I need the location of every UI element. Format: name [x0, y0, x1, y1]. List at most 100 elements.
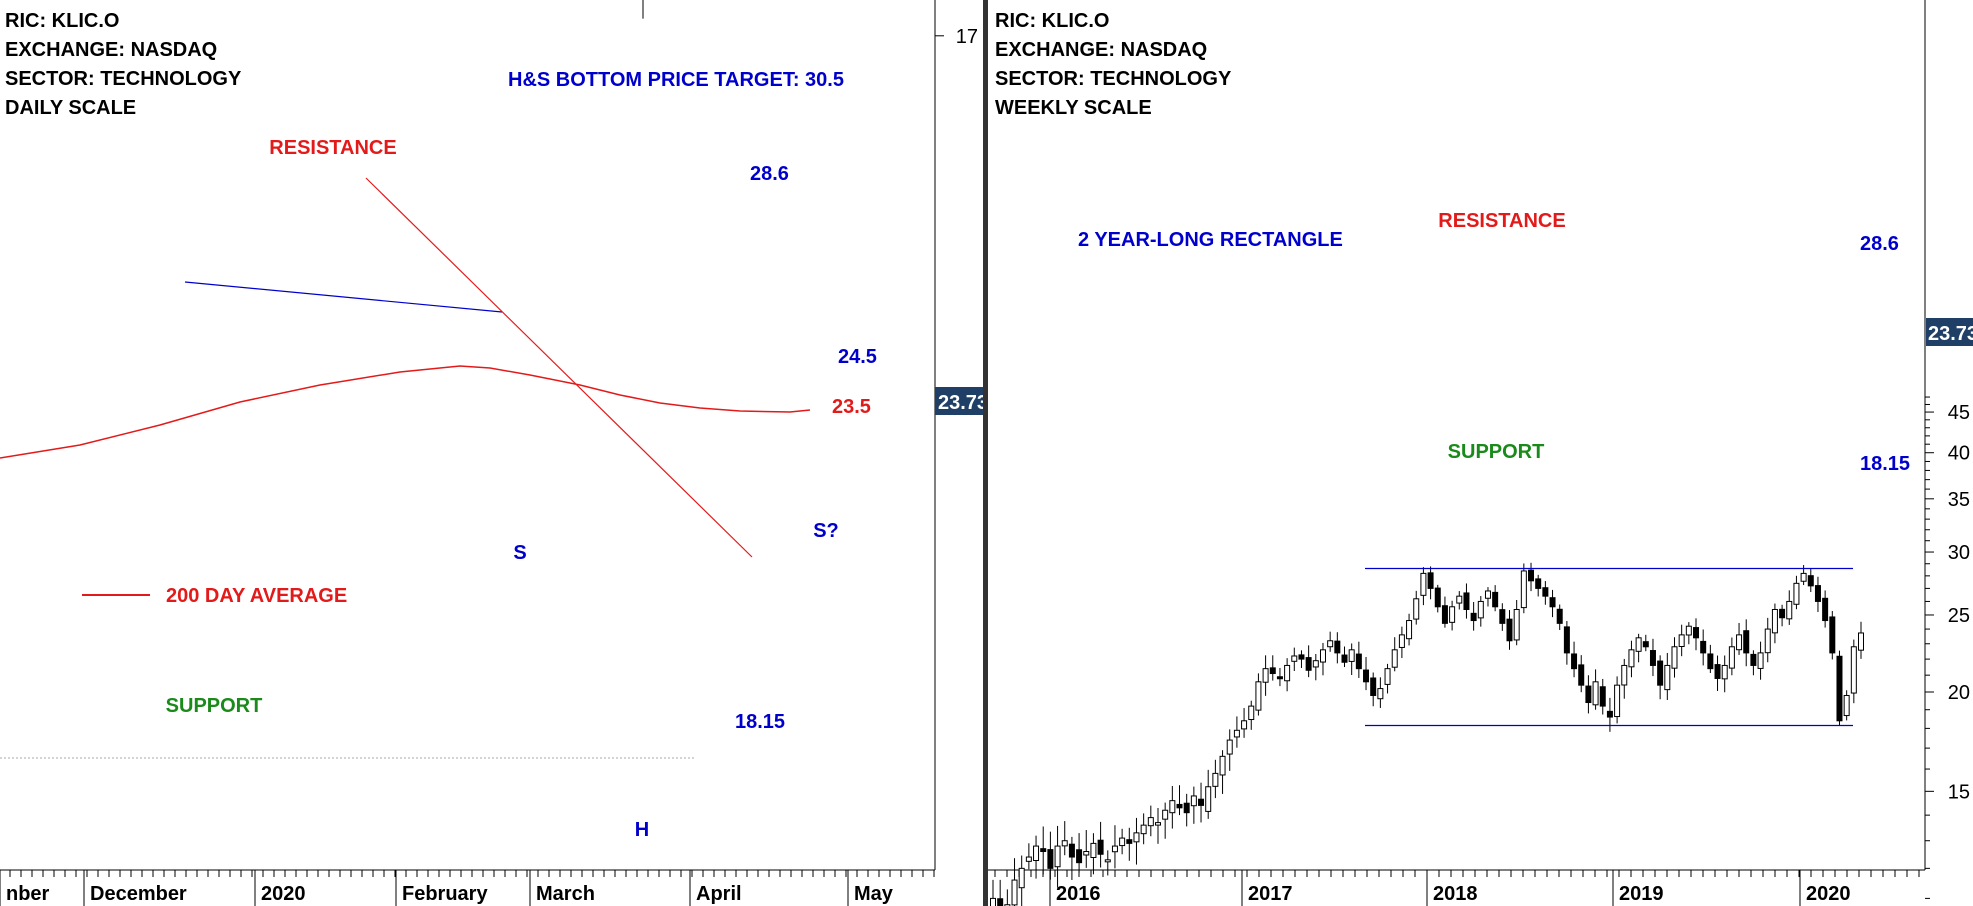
candle — [1736, 622, 1743, 655]
time-axis-label: April — [696, 883, 742, 905]
candle-body — [1678, 634, 1685, 647]
candle-body — [1334, 640, 1341, 654]
candle — [1233, 716, 1240, 748]
candle-body — [1083, 851, 1090, 856]
candle — [1111, 825, 1118, 869]
candle — [1449, 600, 1456, 631]
candle — [1657, 655, 1664, 700]
price-tick-label: 20 — [1948, 682, 1970, 704]
candle — [1334, 632, 1341, 664]
price-tick-label: 30 — [1948, 542, 1970, 564]
candle-body — [1111, 845, 1118, 853]
candle-body — [1750, 653, 1757, 666]
candle — [1262, 655, 1269, 696]
candle — [1671, 637, 1678, 678]
time-axis-label: 2019 — [1619, 883, 1664, 905]
candle — [1771, 603, 1778, 644]
candle — [1090, 833, 1097, 875]
candle — [1363, 656, 1370, 691]
candle — [1850, 639, 1857, 704]
candle — [1212, 759, 1219, 799]
candle — [1298, 650, 1305, 668]
candle — [997, 879, 1004, 906]
support-value-label: 18.15 — [735, 711, 785, 733]
candle-body — [1814, 585, 1821, 602]
candle-body — [1535, 578, 1542, 589]
candle — [1133, 817, 1140, 865]
candle-body — [1829, 616, 1836, 654]
candle-body — [1348, 649, 1355, 662]
candle-body — [1104, 859, 1111, 863]
candle-body — [1140, 824, 1147, 835]
candle-body — [1284, 664, 1291, 682]
candle — [1083, 830, 1090, 868]
candle-body — [1456, 595, 1463, 604]
candle-body — [1628, 649, 1635, 668]
candle — [1721, 655, 1728, 693]
candle — [1829, 610, 1836, 660]
candle — [1836, 650, 1843, 726]
candle-body — [1169, 800, 1176, 814]
candle-body — [1736, 634, 1743, 651]
candle-body — [1370, 677, 1377, 696]
candle-body — [1585, 685, 1592, 704]
candle-body — [1391, 649, 1398, 668]
candle — [1068, 836, 1075, 880]
candle-body — [1822, 597, 1829, 622]
candle-body — [1492, 591, 1499, 608]
candle-body — [1434, 587, 1441, 608]
info-line: RIC: KLIC.O — [995, 10, 1109, 32]
candle — [1377, 677, 1384, 708]
time-axis-label: 2020 — [1806, 883, 1851, 905]
candle-body — [1255, 681, 1262, 711]
candle — [1571, 641, 1578, 678]
candle — [1635, 633, 1642, 663]
candle-body — [1097, 839, 1104, 855]
candle-body — [1011, 879, 1018, 906]
support-label: SUPPORT — [166, 695, 263, 717]
candle — [1492, 585, 1499, 612]
candle — [1097, 821, 1104, 868]
candle-body — [1671, 646, 1678, 669]
candle — [1685, 622, 1692, 645]
candle — [1757, 641, 1764, 680]
candle — [1269, 655, 1276, 681]
candle-body — [1241, 720, 1248, 730]
candle — [1642, 634, 1649, 652]
time-axis-label: 2020 — [261, 883, 306, 905]
candle-body — [1743, 630, 1750, 654]
candle — [1226, 729, 1233, 771]
candle — [1033, 835, 1040, 879]
candle — [1822, 590, 1829, 628]
candle — [1578, 655, 1585, 693]
candle — [1858, 621, 1864, 659]
candle-body — [1298, 654, 1305, 660]
candle-body — [1226, 739, 1233, 755]
candle — [1319, 642, 1326, 676]
price-tick-label: 40 — [1948, 443, 1970, 465]
candle-body — [1262, 668, 1269, 683]
support-value-label: 18.15 — [1860, 453, 1910, 475]
neckline-value-label: 24.5 — [838, 346, 877, 368]
candle-body — [1183, 802, 1190, 814]
candle — [1054, 825, 1061, 888]
candle-body — [1800, 572, 1807, 582]
candle-body — [1068, 843, 1075, 858]
candle-body — [990, 897, 996, 906]
candle — [1542, 581, 1549, 605]
candle — [1190, 786, 1197, 824]
price-tick-label: 17 — [956, 26, 978, 48]
candle-body — [1248, 705, 1255, 721]
candle-body — [1807, 575, 1814, 587]
candle — [1707, 644, 1714, 674]
candle-body — [1420, 572, 1427, 596]
candle — [1355, 641, 1362, 678]
candle — [1743, 619, 1750, 667]
candle-body — [1649, 650, 1656, 666]
candle-body — [1484, 590, 1491, 599]
candle — [1843, 690, 1850, 721]
info-line: SECTOR: TECHNOLOGY — [5, 68, 242, 90]
candle-body — [1614, 684, 1621, 718]
candle-body — [1764, 628, 1771, 654]
time-axis-label: February — [402, 883, 488, 905]
